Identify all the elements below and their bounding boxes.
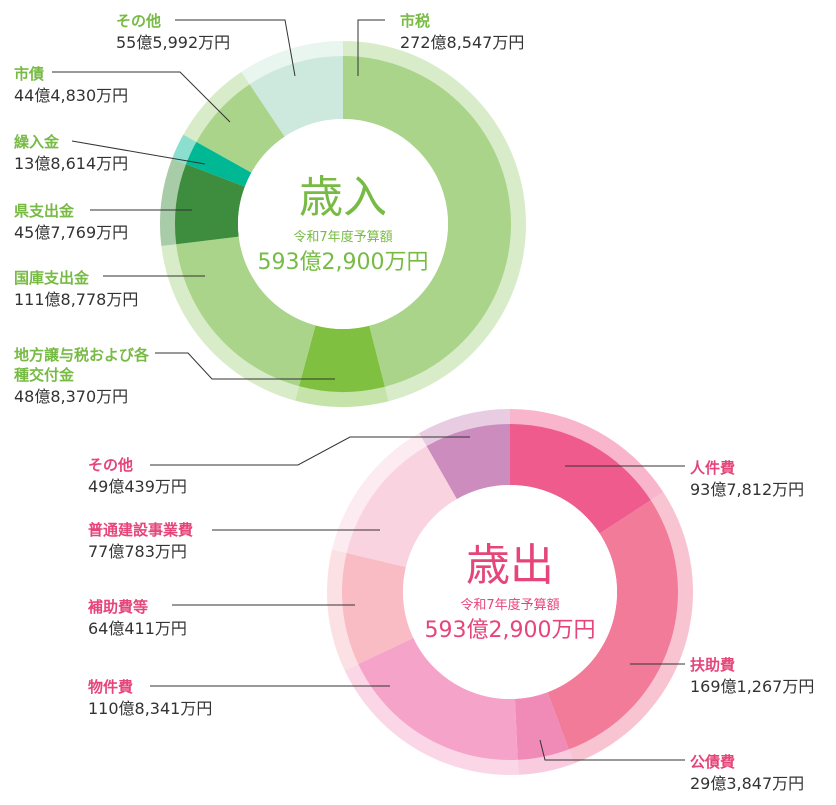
slice-5 (196, 84, 285, 173)
chart-subtitle: 令和7年度予算額 (460, 597, 559, 613)
slice-2 (514, 692, 569, 760)
slice-2-label: 国庫支出金 (14, 269, 90, 287)
slice-3 (358, 637, 518, 760)
slice-3-label: 県支出金 (14, 202, 75, 220)
slice-4-label: 補助費等 (87, 598, 148, 616)
slice-1-value-label: 48億8,370万円 (14, 387, 128, 406)
slice-4-value-label: 64億411万円 (88, 619, 187, 638)
slice-3 (174, 164, 245, 245)
slice-2-value-label: 111億8,778万円 (14, 290, 138, 309)
slice-0 (510, 424, 651, 534)
slice-0-leader-line (357, 19, 385, 76)
slice-4 (342, 552, 414, 665)
slice-5-value-label: 44億4,830万円 (14, 86, 128, 105)
slice-0-value-label: 272億8,547万円 (400, 33, 524, 52)
slice-1 (298, 325, 385, 392)
slice-2 (176, 236, 316, 387)
slice-1-label: 地方譲与税および各 (14, 346, 150, 364)
slice-4-value-label: 13億8,614万円 (14, 154, 128, 173)
slice-6-value-label: 49億439万円 (88, 477, 187, 496)
chart-total: 593億2,900万円 (258, 250, 429, 275)
slice-6-value-label: 55億5,992万円 (116, 33, 230, 52)
slice-5-leader-line (52, 71, 231, 123)
slice-1-label: 扶助費 (690, 656, 735, 674)
slice-6-label: その他 (116, 12, 161, 30)
chart-subtitle: 令和7年度予算額 (293, 229, 392, 245)
slice-0-label: 人件費 (690, 459, 735, 477)
slice-3-value-label: 45億7,769万円 (14, 223, 128, 242)
slice-6-leader-line (150, 436, 470, 466)
slice-6-leader-line (175, 19, 296, 77)
slice-2-halo (161, 244, 300, 401)
slice-6-label: その他 (88, 456, 133, 474)
slice-4-leader-line (71, 140, 206, 165)
slice-5-halo (183, 71, 251, 143)
slice-2-label: 公債費 (690, 753, 735, 771)
slice-1-leader-line (155, 352, 335, 380)
slice-5-value-label: 77億783万円 (88, 542, 187, 561)
slice-5 (346, 446, 457, 568)
slice-1-label: 種交付金 (14, 366, 75, 384)
slice-3-label: 物件費 (88, 678, 133, 696)
slice-5-label: 市債 (14, 65, 44, 83)
chart-total: 593億2,900万円 (425, 618, 596, 643)
slice-3-halo (344, 663, 519, 775)
slice-6 (426, 424, 510, 500)
slice-6-halo (419, 409, 510, 448)
slice-4-label: 繰入金 (14, 133, 60, 151)
slice-1-halo (568, 492, 693, 764)
slice-2-leader-line (539, 739, 685, 761)
slice-1-value-label: 169億1,267万円 (690, 677, 814, 696)
slice-2-halo (517, 748, 575, 775)
slice-0 (343, 56, 511, 387)
slice-0-label: 市税 (400, 12, 430, 30)
slice-4-halo (171, 134, 198, 165)
slice-3-value-label: 110億8,341万円 (88, 699, 212, 718)
donut-hole (403, 485, 617, 699)
donut-hole (238, 119, 448, 329)
slice-0-halo (510, 409, 664, 501)
chart-title: 歳入 (299, 172, 387, 223)
slice-6 (249, 56, 343, 137)
slice-2-value-label: 29億3,847万円 (690, 774, 804, 793)
slice-1-halo (295, 385, 389, 407)
slice-5-label: 普通建設事業費 (88, 521, 193, 539)
slice-3-halo (160, 158, 187, 247)
slice-4 (186, 141, 252, 187)
slice-0-value-label: 93億7,812万円 (690, 480, 804, 499)
chart-title: 歳出 (466, 540, 554, 591)
slice-1 (547, 500, 679, 750)
